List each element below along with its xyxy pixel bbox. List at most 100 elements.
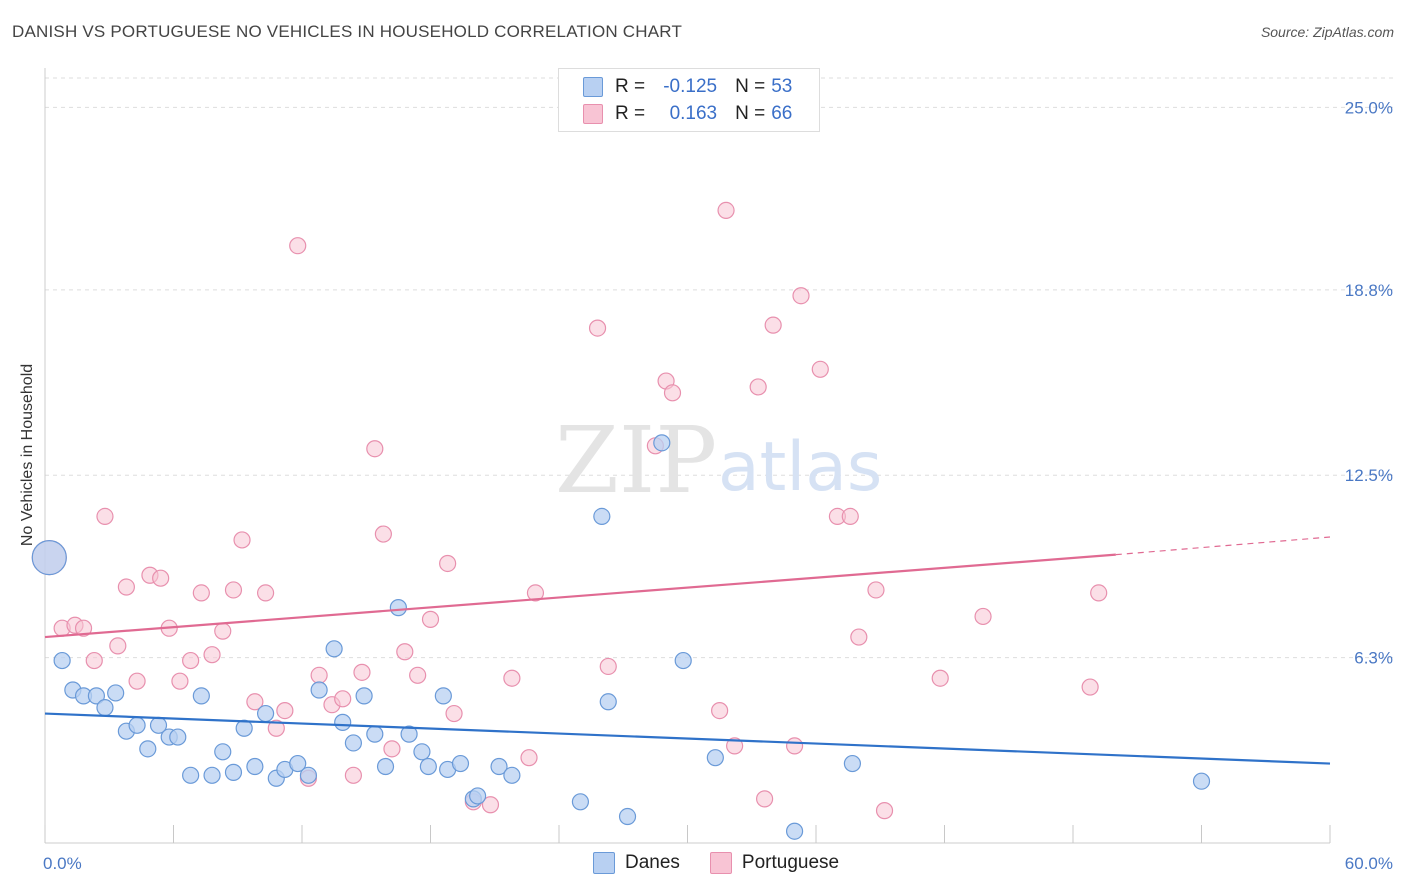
portuguese-point [792, 287, 810, 305]
portuguese-point [875, 802, 894, 820]
danes-point [389, 599, 407, 617]
danes-legend-swatch [593, 852, 615, 874]
portuguese-point [711, 701, 729, 720]
danes-point [256, 704, 275, 723]
danes-point [419, 757, 437, 776]
danes-point [334, 713, 352, 731]
danes-point [203, 766, 221, 784]
portuguese-point [334, 690, 352, 708]
portuguese-r-label: R = [615, 103, 646, 124]
portuguese-point [726, 737, 744, 755]
portuguese-point [974, 607, 992, 626]
portuguese-point [1090, 584, 1108, 602]
danes-point [785, 822, 804, 840]
danes-point [451, 754, 470, 773]
danes-point [618, 807, 637, 826]
legend-item-portuguese: Portuguese [709, 852, 840, 874]
y-tick-label: 25.0% [1345, 98, 1393, 117]
portuguese-point [96, 507, 114, 526]
portuguese-point [383, 740, 401, 758]
portuguese-point [128, 672, 146, 690]
portuguese-trend-line [44, 553, 1116, 639]
gridlines [45, 77, 1395, 659]
danes-point [128, 716, 146, 734]
danes-point [192, 687, 210, 705]
danes-point [299, 766, 318, 784]
x-tick-label: 0.0% [43, 854, 82, 873]
portuguese-point [764, 316, 782, 334]
trend-lines [44, 536, 1331, 765]
source-label: Source: ZipAtlas.com [1260, 24, 1394, 40]
portuguese-point [445, 704, 463, 723]
portuguese-point [717, 201, 735, 220]
portuguese-point [152, 569, 170, 587]
danes-point [53, 651, 71, 670]
portuguese-point [224, 581, 243, 599]
danes-point [325, 640, 343, 658]
danes-trend-line [44, 712, 1331, 765]
portuguese-point [74, 619, 93, 637]
danes-point [469, 787, 487, 805]
portuguese-r-value: 0.163 [669, 103, 718, 124]
portuguese-point [214, 622, 232, 640]
portuguese-point [344, 766, 362, 784]
danes-point [503, 766, 521, 784]
danes-point [87, 687, 106, 705]
y-tick-label: 12.5% [1345, 466, 1393, 485]
portuguese-point [503, 669, 521, 687]
danes-point [139, 740, 157, 758]
danes-point [31, 539, 67, 576]
portuguese-point [421, 610, 440, 628]
tick-labels: 6.3% 12.5% 18.8% 25.0% 0.0% 60.0% [43, 98, 1393, 873]
danes-point [376, 757, 395, 776]
danes-r-value: -0.125 [663, 76, 718, 97]
portuguese-swatch [583, 104, 603, 124]
portuguese-point [366, 440, 384, 458]
portuguese-point [439, 554, 457, 573]
portuguese-point [785, 737, 804, 755]
portuguese-legend-swatch [709, 852, 732, 874]
danes-point [490, 757, 508, 776]
danes-swatch [583, 77, 603, 97]
portuguese-point [117, 578, 135, 596]
portuguese-point [192, 584, 210, 602]
series-legend: Danes Portuguese [593, 852, 869, 874]
danes-point [224, 763, 243, 781]
danes-point [674, 651, 692, 670]
danes-point [599, 693, 617, 711]
portuguese-point [811, 360, 829, 378]
danes-point [1192, 772, 1211, 790]
portuguese-point [663, 384, 682, 402]
danes-point [107, 684, 125, 702]
danes-point [653, 434, 671, 452]
portuguese-point [841, 507, 859, 526]
danes-point [344, 734, 362, 752]
danes-point [355, 687, 373, 705]
danes-point [169, 728, 187, 746]
danes-point [413, 743, 431, 761]
axes [44, 68, 1331, 844]
portuguese-point [353, 663, 371, 681]
danes-point [214, 743, 232, 761]
x-tick-label: 60.0% [1345, 854, 1393, 873]
portuguese-point [374, 525, 392, 543]
danes-point [434, 687, 452, 705]
portuguese-point [749, 378, 767, 396]
portuguese-point [267, 719, 285, 737]
portuguese-point [409, 666, 427, 684]
portuguese-point [755, 790, 774, 808]
portuguese-point [520, 749, 538, 767]
danes-point [96, 699, 114, 717]
danes-point [571, 793, 590, 811]
danes-point [235, 719, 253, 737]
danes-point [246, 757, 264, 776]
portuguese-point [171, 672, 189, 690]
portuguese-point [203, 646, 221, 664]
legend-item-danes: Danes [593, 852, 680, 874]
portuguese-point [599, 657, 617, 676]
y-tick-label: 18.8% [1345, 281, 1393, 300]
portuguese-point [850, 628, 868, 646]
portuguese-legend-label: Portuguese [741, 852, 840, 873]
danes-point [289, 754, 307, 773]
